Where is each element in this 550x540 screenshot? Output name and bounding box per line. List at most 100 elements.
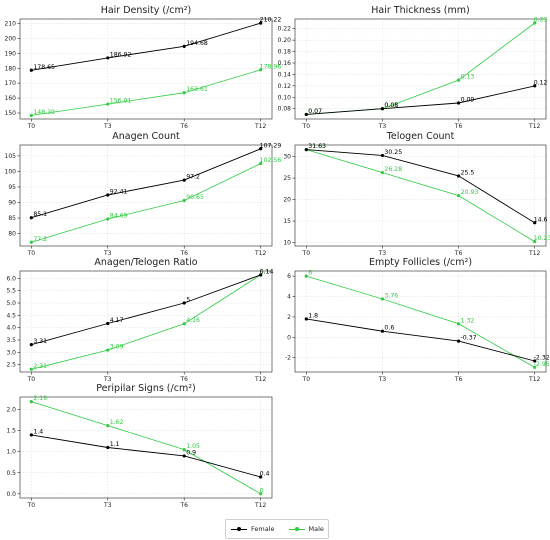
data-point: [259, 68, 263, 72]
chart-panel-3: Anagen Count 80 85 90 95 100 105 T0 T3 T6 T12 77.2 8…: [5, 131, 282, 257]
plot-frame: [19, 396, 273, 499]
data-point: [533, 84, 537, 88]
data-label: 107.29: [260, 142, 282, 149]
chart-panel-2: Hair Thickness (mm) 0.08 0.10 0.12 0.14 0.16 0…: [278, 5, 548, 130]
data-point: [380, 329, 385, 333]
data-point: [182, 198, 186, 203]
series-line-male: [306, 149, 535, 242]
y-tick-label: 30: [283, 154, 291, 161]
x-tick-label: T6: [454, 250, 463, 257]
data-point: [182, 91, 186, 95]
y-tick-label: 160: [5, 95, 17, 102]
data-label: 92.41: [110, 189, 128, 196]
data-label: 0.6: [384, 325, 394, 332]
series-male: 31.63 26.28 20.93 10.23: [304, 143, 550, 244]
chart-panel-5: Anagen/Telogen Ratio 2.5 3.0 3.5 4.0 4.5 5.0 5.…: [6, 257, 273, 383]
chart-title: Hair Density (/cm²): [101, 5, 192, 16]
data-point: [304, 147, 308, 152]
data-label: 194.68: [186, 40, 208, 47]
y-tick-label: 15: [283, 218, 291, 225]
series-male: 148.39 156.01 163.61 178.96: [29, 63, 282, 118]
data-label: 4.17: [110, 317, 124, 324]
x-tick-label: T3: [103, 376, 112, 383]
legend: Female Male: [225, 519, 329, 539]
plot-frame: [294, 144, 547, 247]
data-label: 3.09: [110, 344, 124, 351]
x-tick-label: T0: [27, 502, 36, 509]
y-tick-label: 3.0: [6, 349, 16, 356]
data-point: [259, 147, 263, 151]
data-label: 31.63: [308, 143, 326, 150]
data-point: [533, 239, 537, 244]
y-tick-label: 180: [5, 65, 17, 72]
data-point: [29, 68, 33, 72]
data-label: 85.1: [33, 211, 47, 218]
y-tick-label: 190: [5, 50, 17, 57]
series-line-male: [31, 401, 261, 495]
y-tick-label: 6: [287, 273, 291, 280]
chart-title: Peripilar Signs (/cm²): [96, 383, 195, 394]
plot-frame: [19, 18, 273, 120]
data-label: 10.23: [534, 235, 550, 242]
series-line-male: [31, 274, 261, 370]
data-label: 6.14: [260, 268, 274, 275]
series-line-male: [306, 275, 535, 368]
data-point: [380, 297, 385, 301]
x-tick-label: T12: [528, 123, 540, 130]
series-male: 77.2 84.69 90.65 102.56: [29, 157, 282, 244]
series-female: 1.8 0.6 -0.37 -2.32: [304, 312, 550, 363]
data-point: [259, 273, 263, 277]
data-label: 0.09: [461, 97, 475, 104]
data-label: 1.05: [186, 443, 200, 450]
series-line-female: [31, 434, 261, 478]
y-tick-label: 95: [8, 184, 16, 191]
y-tick-label: 0.14: [278, 71, 292, 78]
x-tick-label: T0: [302, 376, 311, 383]
data-label: -2.95: [534, 361, 550, 368]
series-female: 1.4 1.1 0.9 0.4: [29, 428, 270, 479]
data-label: -2.32: [534, 354, 550, 361]
data-point: [106, 348, 110, 352]
data-point: [182, 448, 186, 452]
x-tick-label: T3: [103, 250, 112, 257]
data-point: [456, 339, 461, 343]
data-point: [533, 21, 537, 25]
series-line-female: [31, 148, 261, 219]
y-tick-label: 1.5: [6, 428, 16, 435]
legend-label-female: Female: [251, 525, 275, 533]
x-tick-label: T12: [254, 502, 266, 509]
x-tick-label: T6: [179, 250, 188, 257]
data-point: [29, 240, 33, 244]
data-point: [304, 112, 308, 117]
data-label: 0.23: [534, 17, 548, 24]
x-tick-label: T12: [254, 376, 266, 383]
data-point: [456, 78, 461, 82]
data-point: [380, 170, 385, 175]
data-point: [259, 475, 263, 479]
data-label: 2.19: [33, 395, 47, 402]
data-label: 25.5: [461, 169, 475, 176]
data-label: 156.01: [110, 98, 132, 105]
data-point: [29, 113, 33, 118]
y-tick-label: 170: [5, 80, 17, 87]
y-tick-label: 0.18: [278, 49, 292, 56]
data-label: 186.92: [110, 51, 132, 58]
x-tick-label: T3: [103, 502, 112, 509]
series-line-female: [31, 274, 261, 346]
data-label: 0.4: [260, 470, 270, 477]
data-label: 0.07: [308, 108, 322, 115]
data-point: [106, 102, 110, 106]
data-label: 4.16: [186, 317, 200, 324]
series-line-female: [306, 149, 535, 224]
data-label: 102.56: [260, 157, 282, 164]
chart-panel-4: Telogen Count 10 15 20 25 30 T0 T3 T6 T12 31.63 26.…: [283, 131, 550, 257]
data-label: 178.96: [260, 63, 282, 70]
data-label: 1.8: [308, 312, 318, 319]
data-point: [304, 317, 308, 321]
data-point: [106, 193, 110, 197]
y-tick-label: 0: [287, 334, 291, 341]
data-label: 0.13: [461, 74, 475, 81]
data-label: 0.08: [384, 102, 398, 109]
data-label: 5: [186, 297, 190, 304]
